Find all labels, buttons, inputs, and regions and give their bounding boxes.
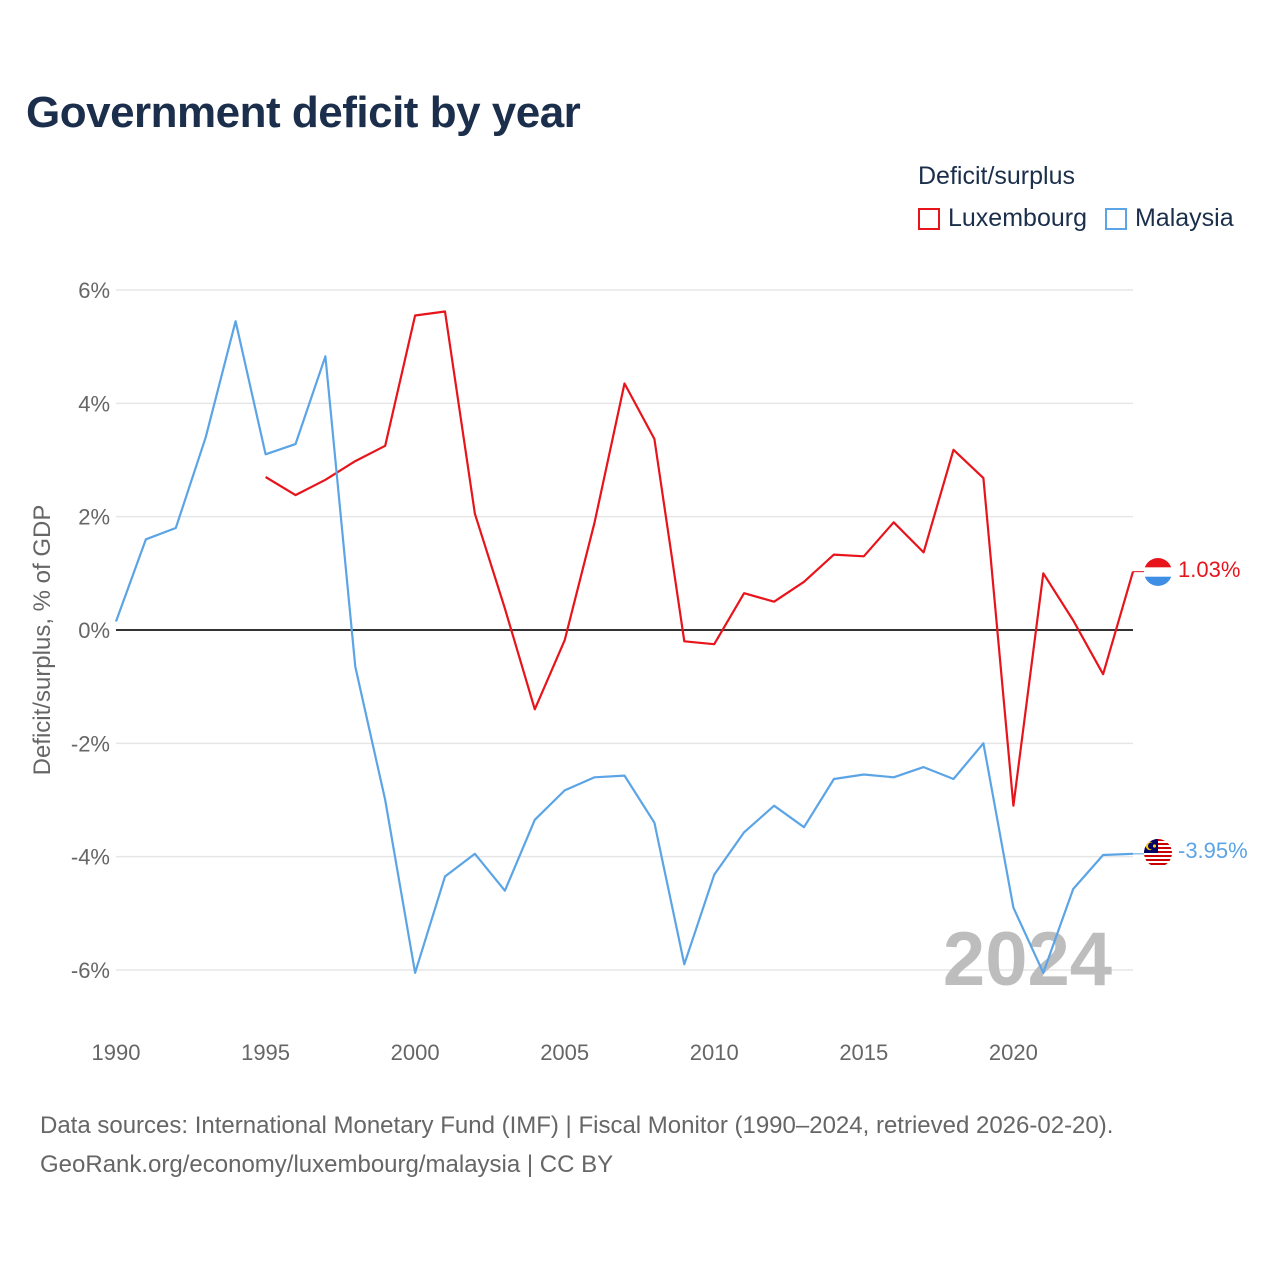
- grid-lines: [116, 289, 1133, 971]
- legend-title: Deficit/surplus: [918, 162, 1075, 190]
- y-axis-ticks: -6% -4% -2% 0% 2% 4% 6%: [71, 278, 110, 983]
- page-title: Government deficit by year: [26, 88, 581, 137]
- legend: Luxembourg Malaysia: [918, 204, 1252, 233]
- end-label-luxembourg: 1.03%: [1178, 557, 1240, 582]
- series-line-luxembourg: [265, 310, 1135, 807]
- y-tick-label: 6%: [78, 278, 110, 303]
- legend-item-malaysia[interactable]: Malaysia: [1104, 204, 1234, 233]
- x-tick-label: 1990: [92, 1040, 141, 1065]
- series-lines: [114, 310, 1144, 974]
- legend-label-malaysia: Malaysia: [1134, 204, 1234, 232]
- y-tick-label: 2%: [78, 505, 110, 530]
- line-chart: -6% -4% -2% 0% 2% 4% 6% 1990 1995 2000 2005 2010 20…: [29, 278, 1248, 1065]
- series-line-malaysia: [114, 320, 1134, 974]
- malaysia-flag-icon: [1144, 839, 1172, 867]
- x-tick-label: 2010: [690, 1040, 739, 1065]
- x-tick-label: 1995: [241, 1040, 290, 1065]
- x-tick-label: 2000: [391, 1040, 440, 1065]
- x-tick-label: 2020: [989, 1040, 1038, 1065]
- end-label-malaysia: -3.95%: [1178, 838, 1248, 863]
- y-tick-label: -6%: [71, 958, 110, 983]
- legend-swatch-malaysia: [1104, 207, 1127, 230]
- x-axis-ticks: 1990 1995 2000 2005 2010 2015 2020: [92, 1040, 1038, 1065]
- legend-label-luxembourg: Luxembourg: [948, 204, 1087, 232]
- y-tick-label: -4%: [71, 845, 110, 870]
- year-watermark: 2024: [943, 917, 1112, 1002]
- legend-item-luxembourg[interactable]: Luxembourg: [918, 204, 1087, 233]
- y-tick-label: 0%: [78, 618, 110, 643]
- legend-swatch-luxembourg: [918, 207, 940, 230]
- y-tick-label: -2%: [71, 731, 110, 756]
- source-note: Data sources: International Monetary Fun…: [40, 1106, 1113, 1184]
- source-line-2[interactable]: GeoRank.org/economy/luxembourg/malaysia …: [40, 1151, 614, 1178]
- source-line-1: Data sources: International Monetary Fun…: [40, 1112, 1114, 1139]
- x-tick-label: 2005: [540, 1040, 589, 1065]
- y-tick-label: 4%: [78, 391, 110, 416]
- x-tick-label: 2015: [839, 1040, 888, 1065]
- y-axis-label: Deficit/surplus, % of GDP: [29, 505, 56, 776]
- luxembourg-flag-icon: [1144, 558, 1172, 586]
